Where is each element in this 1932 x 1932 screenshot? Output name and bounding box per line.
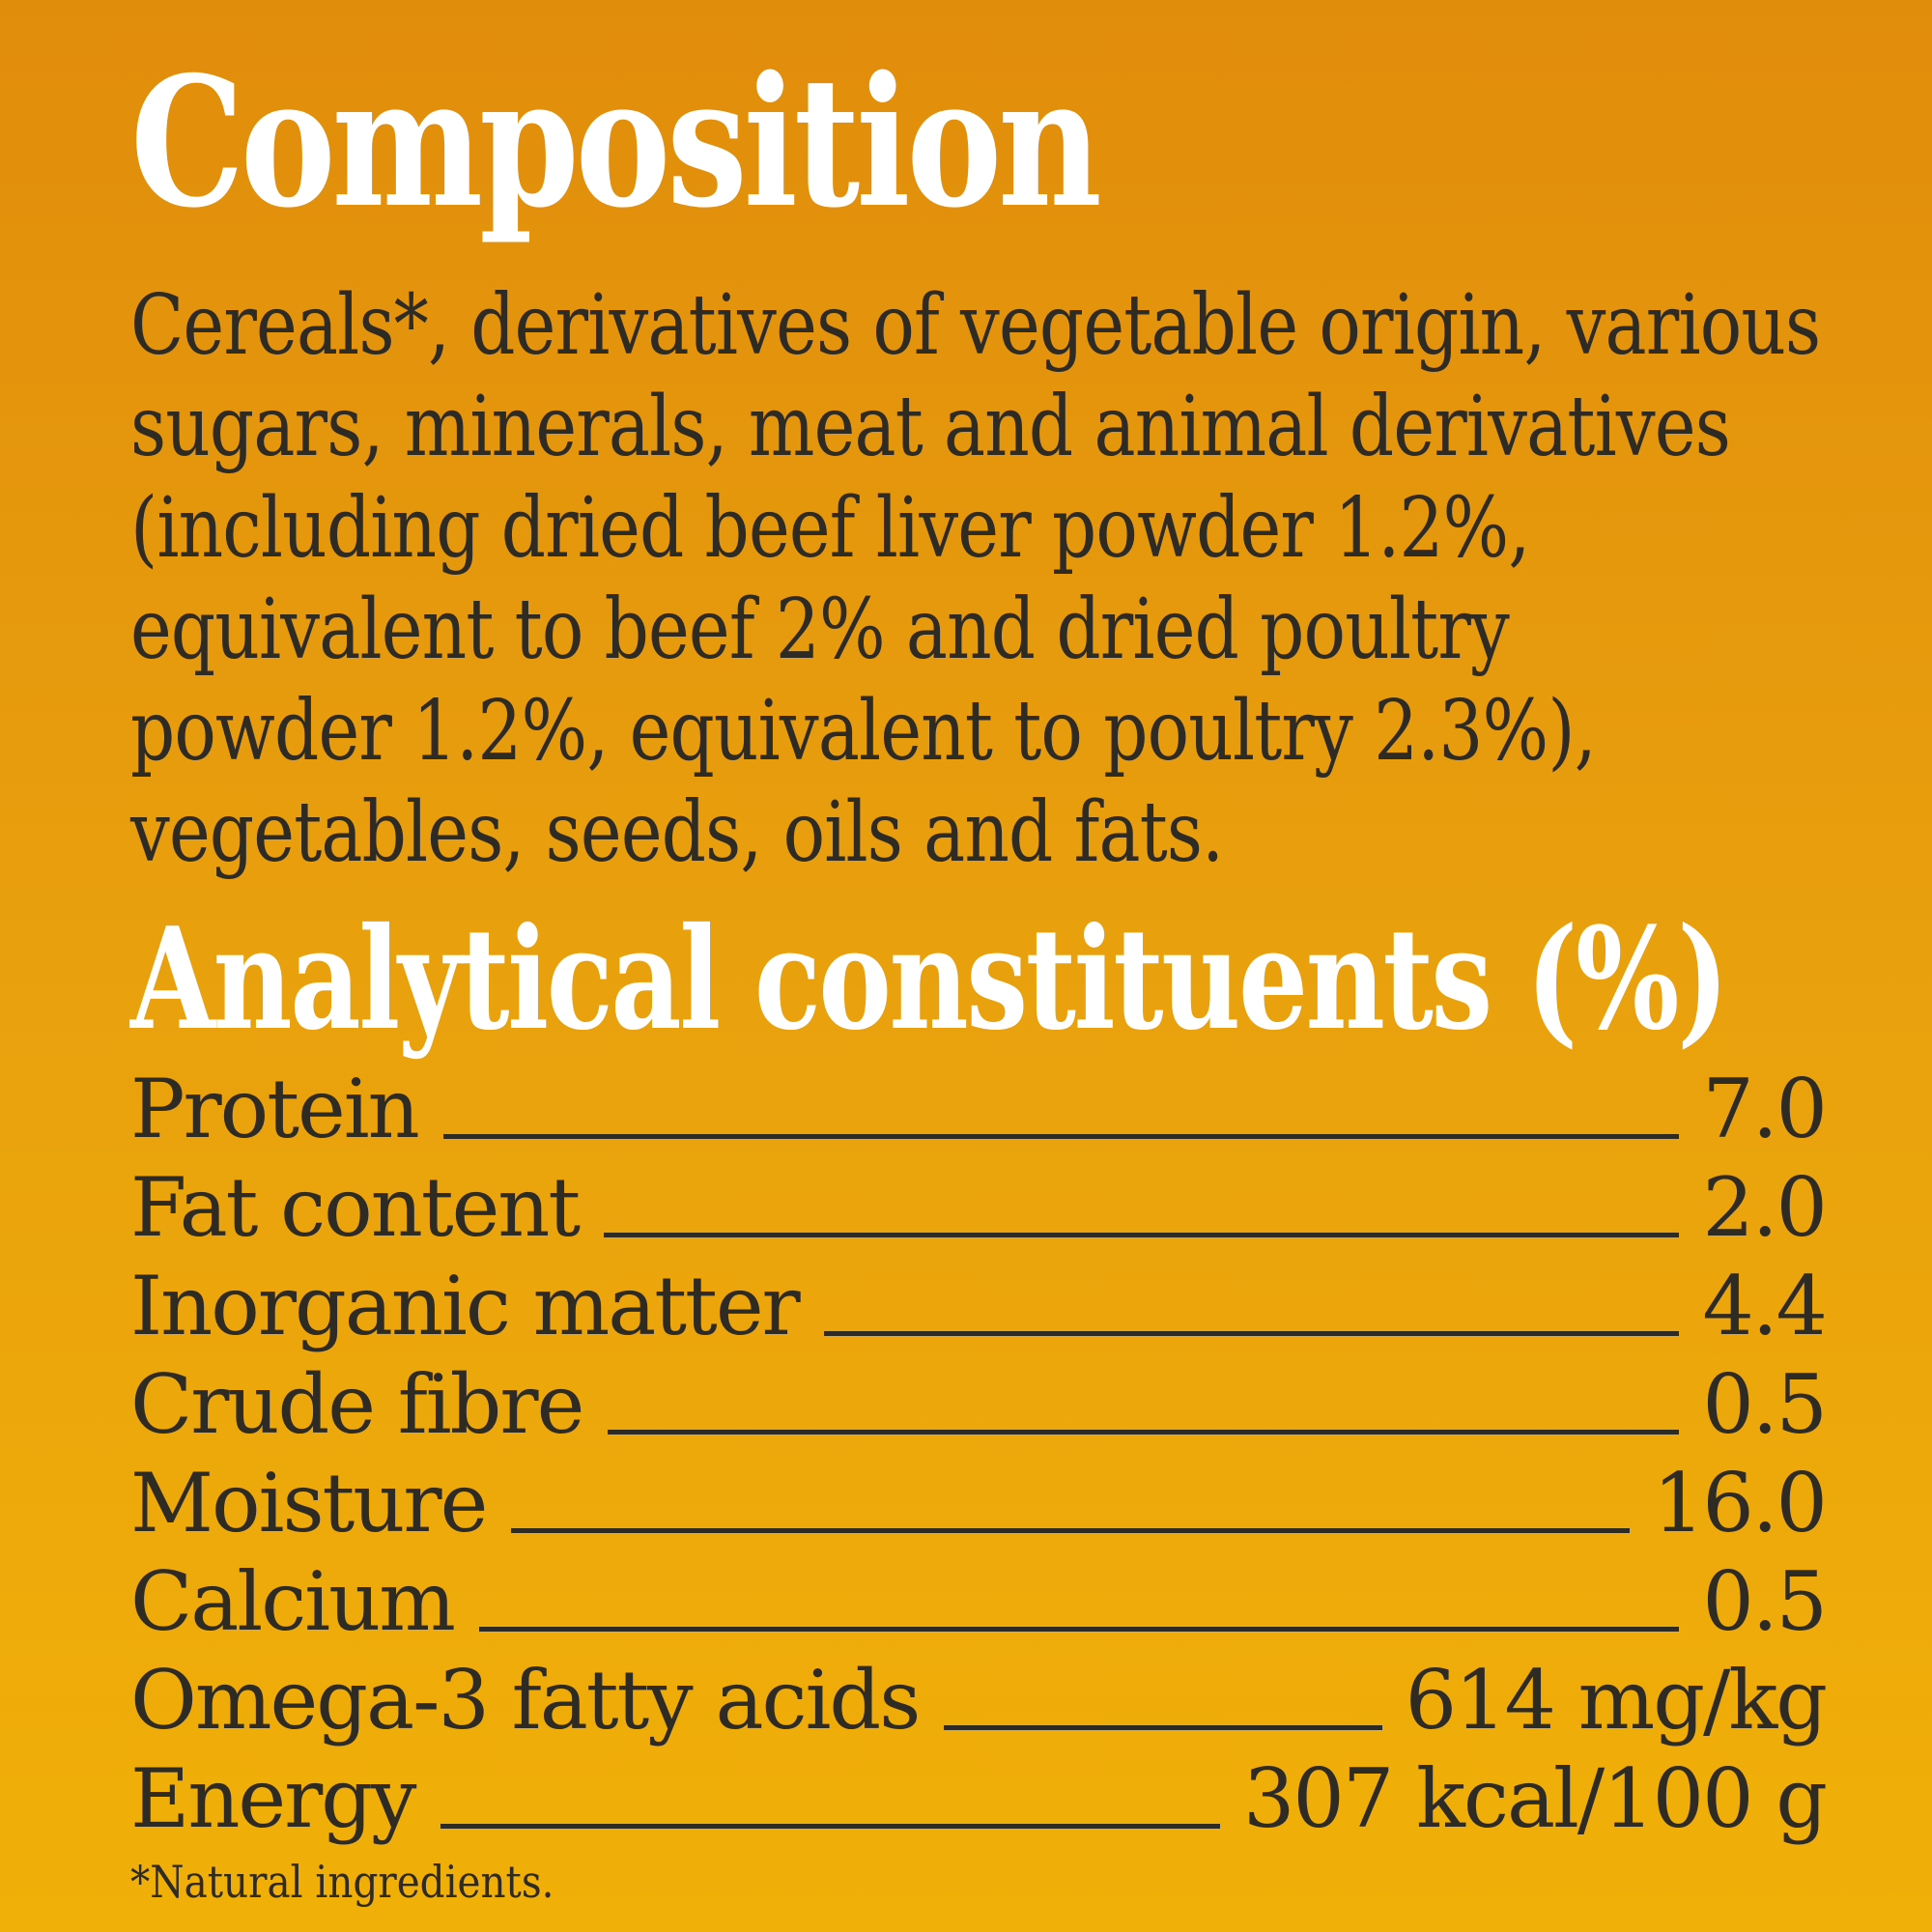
leader-line — [823, 1331, 1680, 1337]
row-label: Moisture — [130, 1456, 488, 1551]
composition-body-line: sugars, minerals, meat and animal deriva… — [130, 379, 1731, 475]
leader-line — [511, 1528, 1630, 1534]
table-row-omega-3-fatty-acids: Omega-3 fatty acids 614 mg/kg — [130, 1649, 1828, 1748]
analytical-constituents-table: Protein 7.0 Fat content 2.0 Inorganic ma… — [130, 1058, 1828, 1847]
composition-body-line: equivalent to beef 2% and dried poultry — [130, 582, 1510, 678]
row-value: 614 mg/kg — [1405, 1653, 1828, 1748]
table-row-crude-fibre: Crude fibre 0.5 — [130, 1353, 1828, 1453]
leader-line — [442, 1134, 1680, 1140]
table-row-protein: Protein 7.0 — [130, 1058, 1828, 1157]
row-value: 0.5 — [1702, 1357, 1828, 1453]
table-row-fat-content: Fat content 2.0 — [130, 1156, 1828, 1256]
row-value: 2.0 — [1702, 1160, 1828, 1256]
row-value: 16.0 — [1652, 1456, 1828, 1551]
row-label: Protein — [130, 1062, 420, 1157]
row-label: Crude fibre — [130, 1357, 584, 1453]
row-value: 4.4 — [1702, 1259, 1828, 1354]
composition-body-line: (including dried beef liver powder 1.2%, — [130, 480, 1530, 577]
row-value: 0.5 — [1702, 1554, 1828, 1650]
leader-line — [604, 1233, 1680, 1238]
leader-line — [608, 1430, 1680, 1435]
composition-body: Cereals*, derivatives of vegetable origi… — [130, 275, 1826, 884]
leader-line — [944, 1725, 1382, 1731]
row-label: Energy — [130, 1751, 417, 1847]
analytical-constituents-title: Analytical constituents (%) — [130, 897, 1729, 1062]
natural-ingredients-footnote: *Natural ingredients. — [130, 1856, 554, 1909]
table-row-calcium: Calcium 0.5 — [130, 1550, 1828, 1650]
table-row-moisture: Moisture 16.0 — [130, 1452, 1828, 1551]
composition-body-line: powder 1.2%, equivalent to poultry 2.3%)… — [130, 683, 1597, 780]
row-label: Omega-3 fatty acids — [130, 1653, 921, 1748]
composition-title: Composition — [130, 37, 1102, 247]
row-value: 307 kcal/100 g — [1242, 1751, 1828, 1847]
row-value: 7.0 — [1702, 1062, 1828, 1157]
composition-body-line: Cereals*, derivatives of vegetable origi… — [130, 277, 1821, 374]
table-row-inorganic-matter: Inorganic matter 4.4 — [130, 1255, 1828, 1354]
row-label: Calcium — [130, 1554, 456, 1650]
row-label: Inorganic matter — [130, 1259, 801, 1354]
row-label: Fat content — [130, 1160, 581, 1256]
composition-body-line: vegetables, seeds, oils and fats. — [130, 784, 1224, 881]
leader-line — [478, 1627, 1680, 1633]
leader-line — [440, 1824, 1220, 1830]
table-row-energy: Energy 307 kcal/100 g — [130, 1747, 1828, 1847]
